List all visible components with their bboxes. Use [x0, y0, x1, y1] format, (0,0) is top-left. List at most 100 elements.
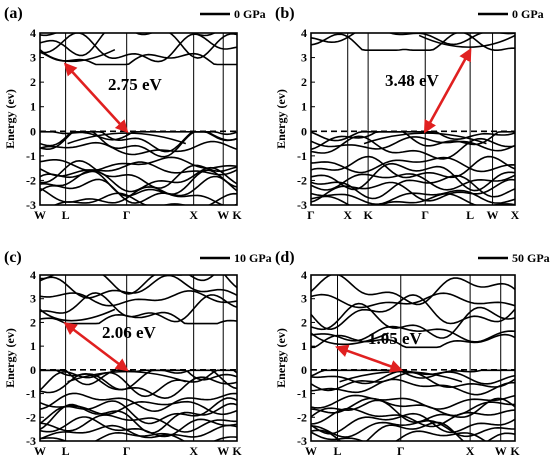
y-tick-label: -3	[26, 198, 36, 212]
y-tick-label: 3	[301, 292, 307, 306]
y-tick-label: -2	[297, 173, 307, 187]
band-line	[311, 378, 515, 396]
y-tick-label: 0	[30, 124, 36, 138]
band-line	[40, 161, 237, 177]
x-tick-label: L	[62, 444, 70, 458]
x-tick-label: X	[189, 208, 198, 222]
band-line	[40, 33, 237, 63]
band-line	[311, 0, 515, 13]
y-tick-label: 0	[301, 124, 307, 138]
y-tick-label: 0	[301, 363, 307, 377]
x-tick-label: K	[363, 208, 373, 222]
band-lines	[40, 0, 237, 205]
band-line	[40, 416, 237, 438]
band-line	[311, 397, 515, 424]
band-line	[311, 33, 515, 52]
x-tick-label: L	[466, 208, 474, 222]
band-line	[40, 51, 237, 66]
y-axis-label: Energy (ev)	[274, 328, 288, 388]
conduction-band-min	[311, 332, 389, 346]
legend-label: 10 GPa	[234, 251, 272, 265]
x-tick-label: Γ	[307, 208, 315, 222]
band-line	[40, 7, 237, 28]
band-line	[52, 192, 237, 205]
band-line	[40, 400, 237, 416]
x-tick-label: Γ	[123, 444, 131, 458]
band-line	[40, 311, 237, 325]
y-tick-label: 2	[30, 315, 36, 329]
panel-label: (d)	[275, 249, 295, 266]
band-line	[311, 136, 515, 152]
band-gap-label: 3.48 eV	[385, 71, 440, 90]
y-tick-label: 1	[30, 100, 36, 114]
band-line	[40, 292, 237, 323]
x-tick-label: W	[34, 208, 46, 222]
x-tick-label: L	[334, 444, 342, 458]
x-tick-label: X	[343, 208, 352, 222]
band-line	[40, 369, 237, 398]
y-tick-label: -3	[297, 198, 307, 212]
y-tick-label: 4	[301, 268, 307, 282]
band-line	[40, 372, 237, 400]
band-gap-arrow	[63, 62, 129, 134]
y-tick-label: 0	[30, 363, 36, 377]
y-axis-label: Energy (ev)	[3, 89, 17, 149]
x-tick-label: W	[217, 208, 229, 222]
y-tick-label: 1	[301, 100, 307, 114]
x-tick-label: X	[189, 444, 198, 458]
panel-label: (b)	[275, 5, 295, 22]
band-lines	[40, 275, 237, 441]
y-tick-label: -1	[26, 387, 36, 401]
band-line	[40, 159, 237, 189]
band-line	[40, 131, 237, 158]
band-gap-arrow	[423, 47, 472, 134]
band-line	[40, 0, 237, 13]
band-line	[40, 275, 215, 282]
band-line	[311, 294, 515, 331]
conduction-band-min	[40, 308, 116, 322]
x-tick-label: X	[466, 444, 475, 458]
plot-frame	[39, 274, 238, 442]
band-lines	[311, 0, 515, 205]
y-tick-label: -2	[26, 410, 36, 424]
x-tick-label: K	[232, 208, 242, 222]
y-axis-label: Energy (ev)	[274, 89, 288, 149]
band-gap-label: 2.06 eV	[102, 323, 157, 342]
x-tick-label: Γ	[397, 444, 405, 458]
y-tick-label: 2	[301, 75, 307, 89]
band-gap-arrow	[63, 322, 129, 372]
plot-frame	[39, 32, 238, 206]
x-tick-label: W	[487, 208, 499, 222]
band-lines	[311, 275, 515, 441]
band-line	[311, 15, 515, 32]
band-line	[311, 192, 515, 205]
x-tick-label: W	[34, 444, 46, 458]
conduction-band-min	[418, 34, 515, 48]
band-line	[40, 424, 237, 440]
band-line	[311, 33, 515, 46]
y-tick-label: 3	[30, 292, 36, 306]
x-tick-label: X	[511, 208, 520, 222]
y-tick-label: 4	[30, 268, 36, 282]
legend-label: 0 GPa	[234, 7, 266, 21]
x-tick-label: Γ	[421, 208, 429, 222]
y-tick-label: 4	[30, 26, 36, 40]
band-line	[40, 369, 237, 386]
band-line	[40, 275, 237, 299]
conduction-band-min	[40, 48, 116, 63]
y-tick-label: 3	[301, 51, 307, 65]
band-line	[40, 33, 217, 37]
band-line	[40, 431, 237, 441]
band-line	[311, 325, 515, 343]
x-tick-label: Γ	[123, 208, 131, 222]
band-line	[311, 0, 515, 2]
y-tick-label: -1	[297, 387, 307, 401]
band-line	[40, 402, 237, 434]
y-tick-label: -3	[297, 434, 307, 448]
x-tick-label: W	[495, 444, 507, 458]
band-line	[311, 189, 515, 205]
y-tick-label: 3	[30, 51, 36, 65]
band-line	[40, 290, 237, 307]
